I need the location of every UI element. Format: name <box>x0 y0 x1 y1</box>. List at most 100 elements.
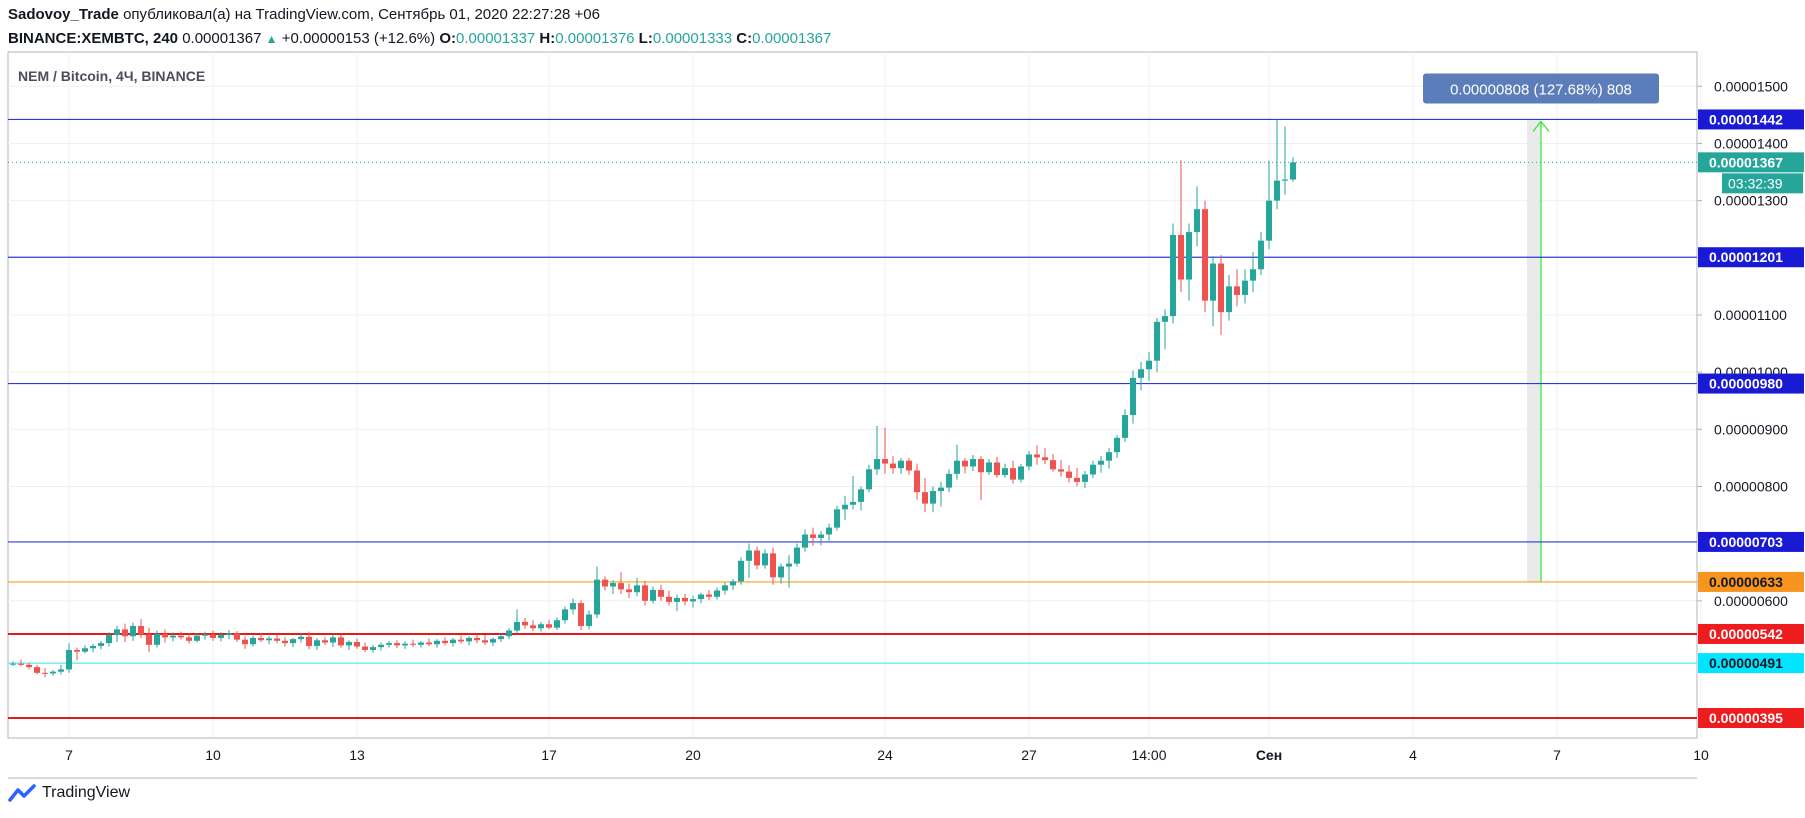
level-price-box <box>1698 373 1804 394</box>
candle-body <box>394 643 400 646</box>
candle-body <box>434 640 440 645</box>
x-tick-label: 14:00 <box>1131 747 1166 763</box>
tradingview-logo-icon <box>8 784 36 802</box>
candle-body <box>1178 234 1184 280</box>
candle-body <box>658 589 664 597</box>
measure-band <box>1527 119 1541 582</box>
candle-body <box>578 603 584 626</box>
level-price-box <box>1698 707 1804 728</box>
candle-body <box>778 566 784 578</box>
candle-body <box>266 638 272 641</box>
candle-body <box>722 585 728 591</box>
candle-body <box>1018 466 1024 480</box>
candle-body <box>1066 471 1072 478</box>
candle-body <box>218 635 224 638</box>
up-arrow-icon: ▲ <box>265 32 278 46</box>
candle-body <box>914 470 920 493</box>
candle-body <box>26 664 32 668</box>
candle-body <box>58 669 64 672</box>
candle-body <box>538 624 544 629</box>
candle-body <box>242 639 248 645</box>
high-label: H: <box>539 30 556 47</box>
candle-body <box>866 469 872 490</box>
measure-label-box <box>1423 73 1659 104</box>
grid-lines <box>8 52 1702 738</box>
candle-body <box>226 633 232 636</box>
candle-body <box>730 581 736 586</box>
candle-body <box>674 597 680 602</box>
candle-body <box>1098 460 1104 465</box>
candle-body <box>362 646 368 650</box>
candle-body <box>146 634 152 645</box>
candle-body <box>834 509 840 528</box>
candle-body <box>794 547 800 564</box>
candle-body <box>90 645 96 649</box>
candle-body <box>1090 464 1096 475</box>
last-price-label: 0.00001367 <box>1709 154 1783 170</box>
candle-body <box>18 663 24 665</box>
candle-body <box>1226 286 1232 313</box>
candle-body <box>978 459 984 473</box>
candle-body <box>1234 286 1240 295</box>
candle-body <box>130 625 136 637</box>
candle-body <box>946 473 952 488</box>
publish-info: Sadovoy_Trade опубликовал(а) на TradingV… <box>8 6 600 23</box>
candle-body <box>530 625 536 629</box>
candle-body <box>1210 263 1216 301</box>
x-tick-label: 10 <box>1693 747 1709 763</box>
candle-body <box>850 501 856 505</box>
price-change: +0.00000153 (+12.6%) <box>281 30 436 47</box>
candle-body <box>378 644 384 648</box>
candle-body <box>954 460 960 474</box>
candle-body <box>66 649 72 670</box>
candle-body <box>962 460 968 467</box>
y-tick-label: 0.00001500 <box>1714 78 1788 94</box>
candle-body <box>642 585 648 601</box>
candle-body <box>282 640 288 644</box>
x-tick-label: 27 <box>1021 747 1037 763</box>
level-price-label: 0.00001201 <box>1709 249 1783 265</box>
candle-body <box>1290 162 1296 180</box>
author-name[interactable]: Sadovoy_Trade <box>8 6 119 23</box>
candle-body <box>114 629 120 636</box>
last-price-box <box>1698 152 1804 173</box>
y-tick-label: 0.00000600 <box>1714 593 1788 609</box>
candle-body <box>74 649 80 652</box>
candle-body <box>938 487 944 492</box>
candle-body <box>322 640 328 643</box>
candle-body <box>1082 474 1088 482</box>
candle-body <box>514 621 520 631</box>
candle-body <box>898 460 904 469</box>
candle-body <box>450 639 456 644</box>
candle-body <box>426 642 432 645</box>
candle-body <box>522 621 528 626</box>
candle-body <box>1146 360 1152 370</box>
candle-body <box>826 527 832 535</box>
candle-body <box>634 585 640 593</box>
candle-body <box>42 672 48 674</box>
candle-body <box>562 609 568 621</box>
candle-body <box>1202 209 1208 301</box>
tradingview-brand: TradingView <box>42 784 131 801</box>
countdown-label: 03:32:39 <box>1728 175 1783 191</box>
x-tick-label: 7 <box>1553 747 1561 763</box>
plot-frame <box>7 51 1698 739</box>
level-price-label: 0.00000395 <box>1709 710 1783 726</box>
y-tick-label: 0.00000900 <box>1714 421 1788 437</box>
candle-body <box>546 624 552 628</box>
candle-body <box>106 635 112 644</box>
candle-body <box>1074 477 1080 482</box>
candle-body <box>1282 179 1288 181</box>
candle-body <box>298 636 304 640</box>
candle-body <box>698 594 704 600</box>
y-tick-label: 0.00001300 <box>1714 193 1788 209</box>
x-tick-label: 10 <box>205 747 221 763</box>
low-value: 0.00001333 <box>652 30 733 47</box>
tradingview-logo[interactable]: TradingView <box>8 784 130 802</box>
candle-body <box>906 460 912 471</box>
x-tick-label: 4 <box>1409 747 1417 763</box>
candle-body <box>1138 369 1144 378</box>
chart-title: NEM / Bitcoin, 4Ч, BINANCE <box>18 68 205 84</box>
candle-body <box>890 463 896 469</box>
